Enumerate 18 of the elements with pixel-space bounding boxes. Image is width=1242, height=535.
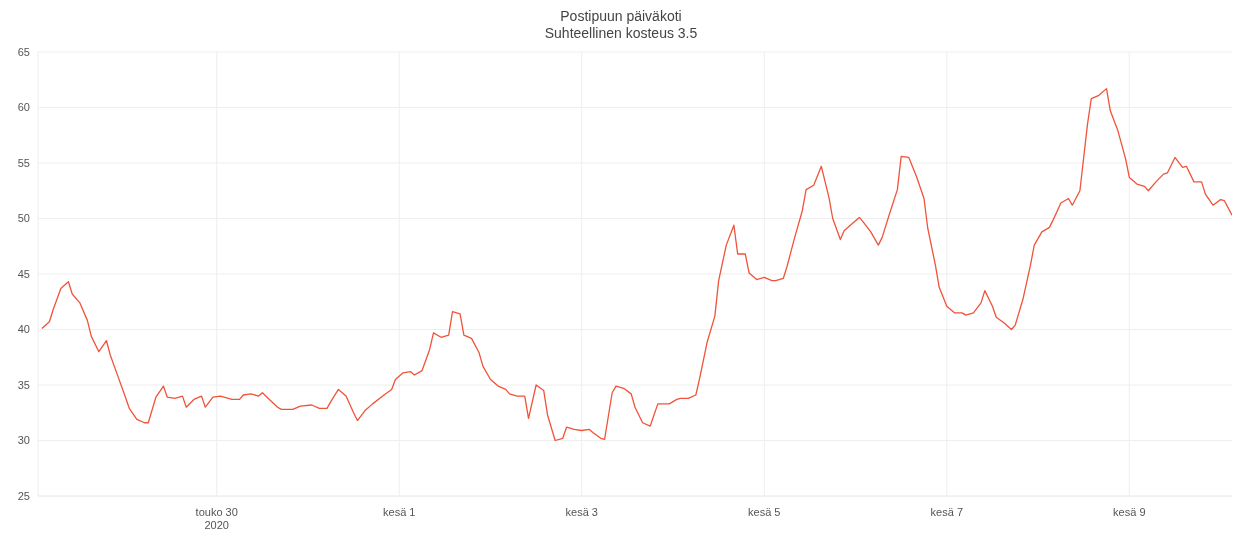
y-tick-label: 60 [17, 101, 30, 114]
x-tick-label: kesä 7 [930, 506, 964, 518]
y-tick-label: 30 [17, 434, 30, 447]
y-tick-label: 50 [17, 212, 30, 225]
y-tick-label: 35 [17, 378, 30, 391]
x-tick-label: touko 30 2020 [195, 506, 238, 531]
y-tick-label: 40 [17, 323, 30, 336]
x-tick-label: kesä 3 [565, 506, 598, 518]
y-tick-label: 55 [17, 156, 30, 169]
y-tick-label: 25 [17, 489, 30, 502]
x-tick-label: kesä 5 [748, 506, 781, 518]
chart-subtitle: Suhteellinen kosteus 3.5 [543, 25, 699, 42]
y-tick-label: 65 [17, 45, 30, 58]
x-tick-label: kesä 1 [383, 506, 416, 518]
y-tick-label: 45 [17, 267, 30, 280]
line-series [41, 87, 1232, 442]
x-tick-label: kesä 9 [1113, 506, 1146, 518]
chart-title: Postipuun päiväkoti [559, 8, 683, 25]
